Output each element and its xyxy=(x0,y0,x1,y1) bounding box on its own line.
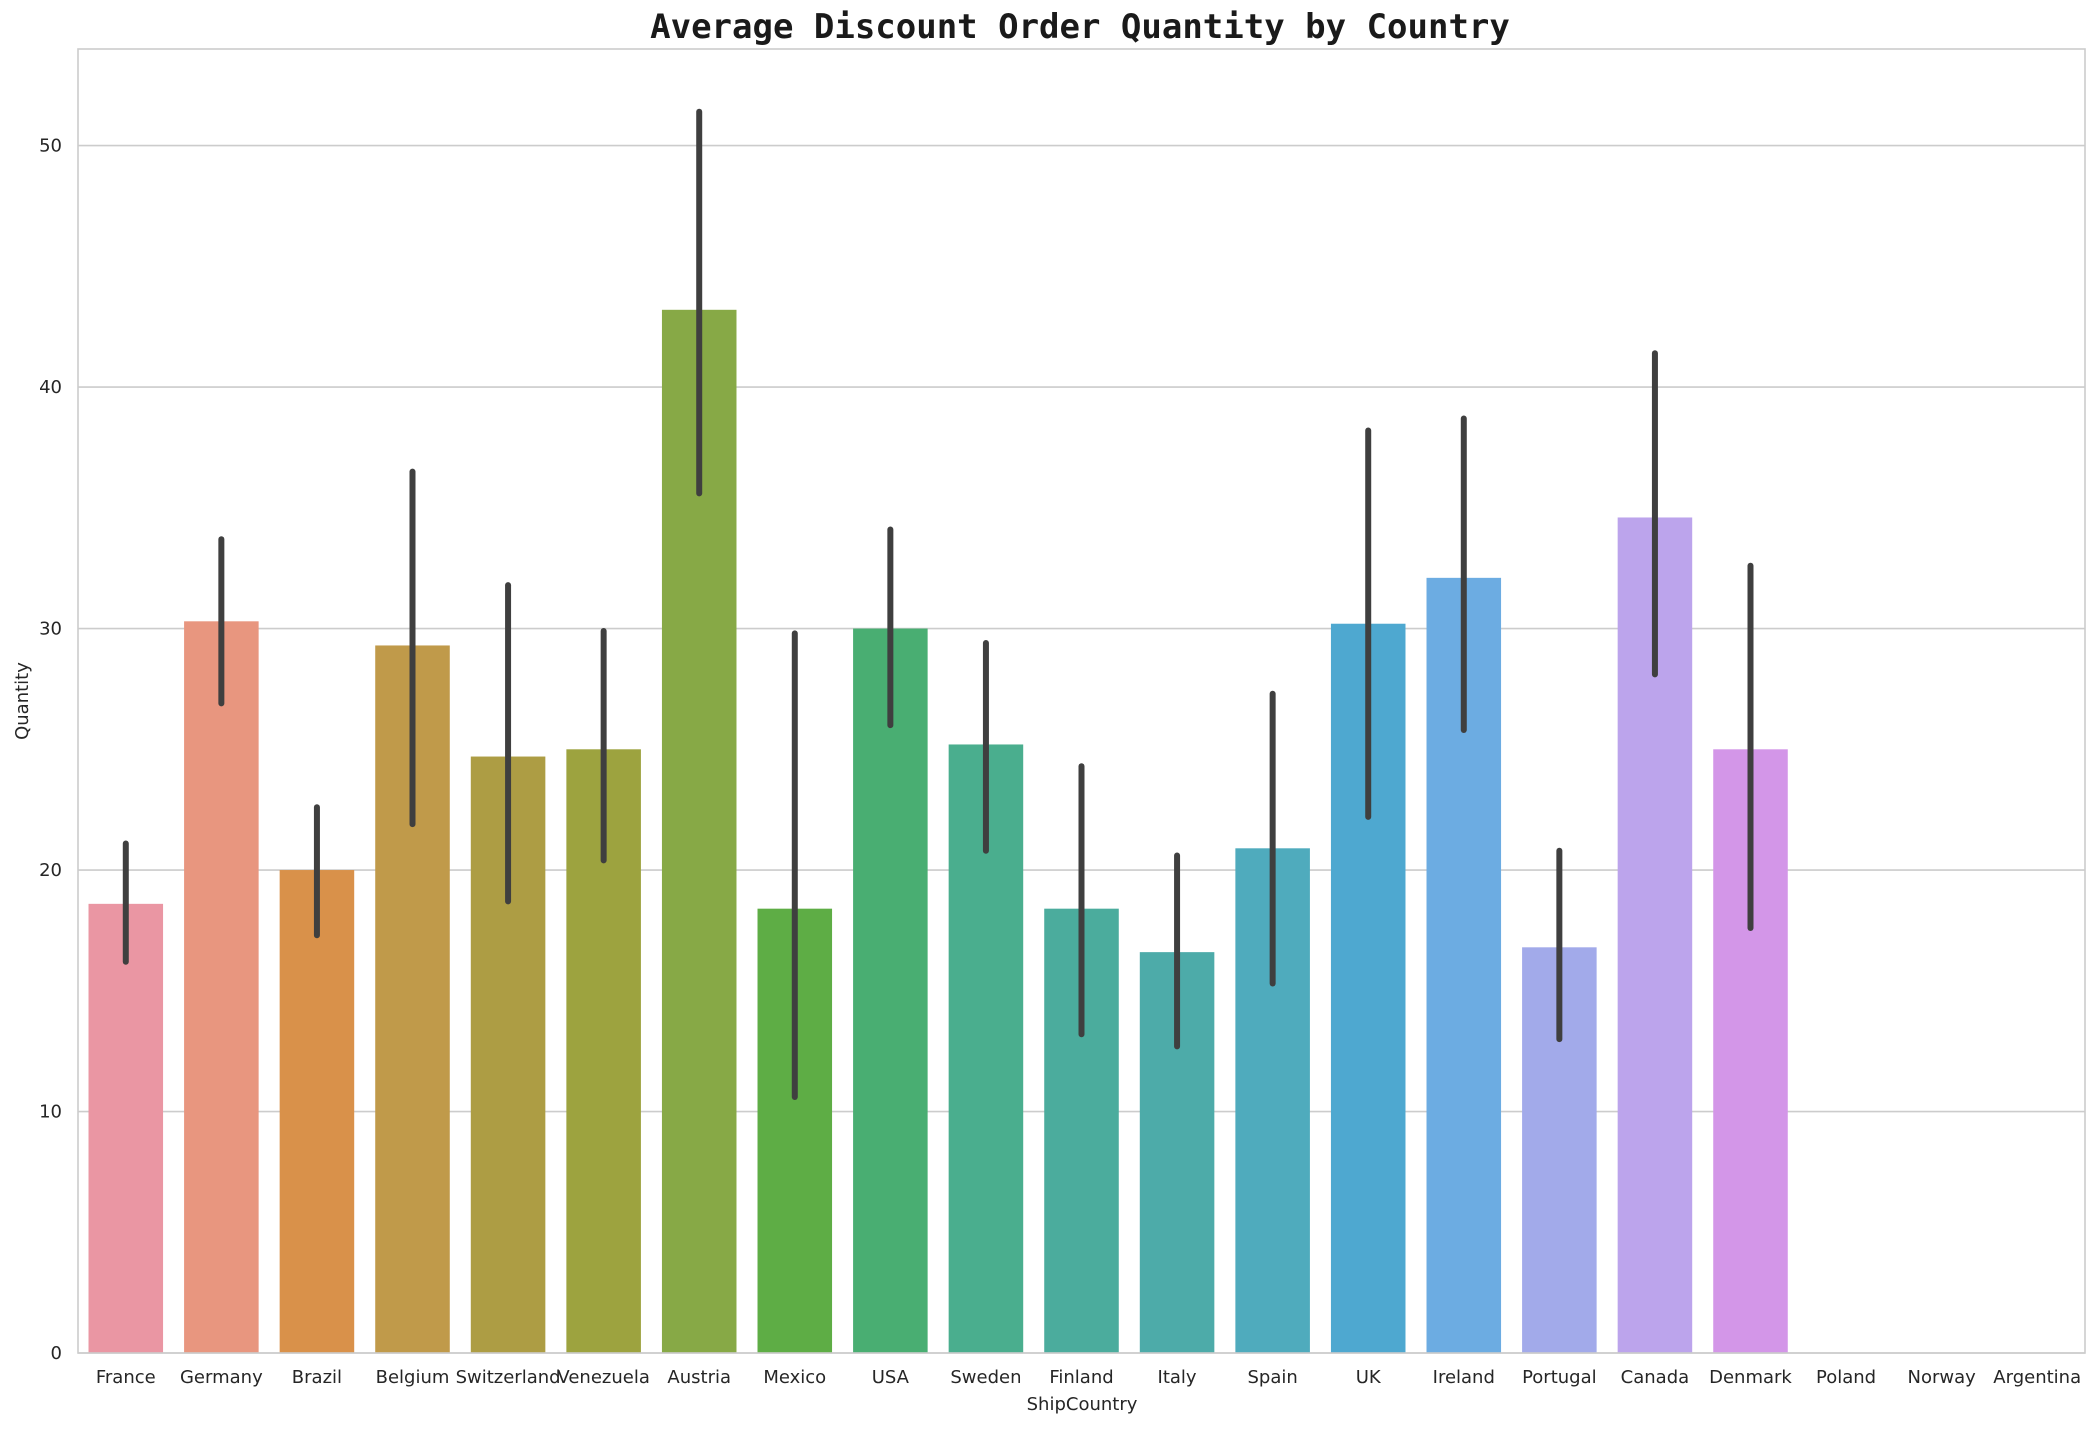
bar xyxy=(184,621,259,1353)
x-tick-label: Italy xyxy=(1158,1367,1197,1388)
x-tick-label: Portugal xyxy=(1522,1367,1597,1388)
bars xyxy=(88,309,1788,1353)
x-tick-label: Belgium xyxy=(376,1367,450,1388)
x-tick-label: Argentina xyxy=(1993,1367,2081,1388)
y-tick-label: 10 xyxy=(39,1102,62,1123)
x-tick-label: Ireland xyxy=(1433,1367,1495,1388)
y-axis-label: Quantity xyxy=(12,662,33,740)
bar xyxy=(279,870,355,1353)
x-tick-label: Austria xyxy=(667,1367,731,1388)
y-tick-label: 30 xyxy=(39,619,62,640)
y-tick-label: 40 xyxy=(39,377,62,398)
x-tick-labels: France Germany Brazil Belgium SwitzerlandVen… xyxy=(96,1367,2081,1388)
x-tick-label: Sweden xyxy=(950,1367,1021,1388)
x-tick-label: USA xyxy=(872,1367,910,1388)
x-tick-label: France xyxy=(96,1367,156,1388)
x-tick-label: Norway xyxy=(1907,1367,1976,1388)
x-axis-label: ShipCountry xyxy=(1027,1394,1138,1415)
bar xyxy=(88,903,164,1353)
plot-frame xyxy=(77,48,2086,1354)
error-bars xyxy=(122,108,1754,1101)
x-tick-label: Venezuela xyxy=(557,1367,649,1388)
y-tick-label: 0 xyxy=(51,1343,62,1364)
x-tick-label: Brazil xyxy=(292,1367,342,1388)
chart-title: Average Discount Order Quantity by Count… xyxy=(650,7,1510,47)
x-tick-label: Poland xyxy=(1816,1367,1876,1388)
y-tick-labels: 0 10 20 30 40 50 xyxy=(39,136,62,1364)
y-tick-label: 20 xyxy=(39,860,62,881)
x-tick-label: Denmark xyxy=(1709,1367,1792,1388)
x-tick-label: Germany xyxy=(180,1367,263,1388)
x-tick-label: Spain xyxy=(1247,1367,1297,1388)
y-tick-label: 50 xyxy=(39,136,62,157)
x-tick-label: Canada xyxy=(1621,1367,1690,1388)
x-tick-label: Finland xyxy=(1049,1367,1113,1388)
bar xyxy=(853,628,928,1353)
x-tick-label: Mexico xyxy=(763,1367,826,1388)
x-tick-label: Switzerland xyxy=(456,1367,561,1388)
x-tick-label: UK xyxy=(1356,1367,1382,1388)
